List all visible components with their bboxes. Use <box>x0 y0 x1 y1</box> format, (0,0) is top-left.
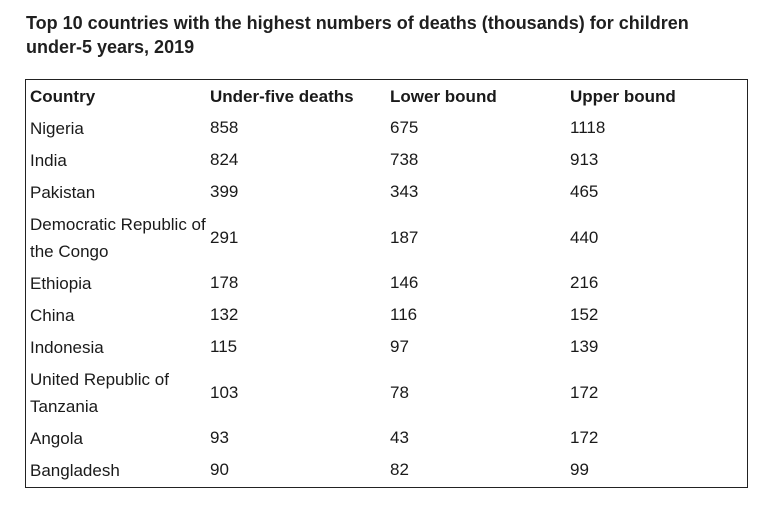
cell-lower: 97 <box>390 337 409 356</box>
cell-deaths: 115 <box>210 337 238 356</box>
table-row: Ethiopia 178 146 216 <box>26 267 747 299</box>
cell-country: Nigeria <box>30 118 84 138</box>
table-row: Democratic Republic of the Congo 291 187… <box>26 208 747 267</box>
table-row: China 132 116 152 <box>26 299 747 331</box>
cell-deaths: 399 <box>210 182 239 201</box>
cell-upper: 172 <box>570 382 599 402</box>
header-upper-bound: Upper bound <box>570 87 676 106</box>
cell-country: Pakistan <box>30 182 96 202</box>
cell-country: Democratic Republic of the Congo <box>30 214 206 261</box>
cell-deaths: 858 <box>210 118 239 137</box>
header-country: Country <box>30 87 96 106</box>
page-title: Top 10 countries with the highest number… <box>26 13 689 57</box>
table-row: Bangladesh 90 82 99 <box>26 454 747 486</box>
cell-upper: 913 <box>570 150 599 169</box>
cell-deaths: 824 <box>210 150 239 169</box>
cell-upper: 465 <box>570 182 599 201</box>
header-under-five-deaths: Under-five deaths <box>210 87 354 106</box>
cell-deaths: 178 <box>210 273 239 292</box>
cell-country: India <box>30 150 67 170</box>
cell-upper: 172 <box>570 428 599 447</box>
cell-lower: 187 <box>390 227 419 247</box>
cell-country: United Republic of Tanzania <box>30 369 169 416</box>
data-table-frame: Country Under-five deaths Lower bound Up… <box>25 79 748 488</box>
cell-lower: 78 <box>390 382 409 402</box>
cell-country: China <box>30 305 75 325</box>
table-row: United Republic of Tanzania 103 78 172 <box>26 363 747 422</box>
table-row: India 824 738 913 <box>26 144 747 176</box>
cell-upper: 216 <box>570 273 599 292</box>
cell-lower: 675 <box>390 118 419 137</box>
cell-country: Indonesia <box>30 337 104 357</box>
cell-country: Angola <box>30 428 83 448</box>
table-row: Angola 93 43 172 <box>26 422 747 454</box>
cell-deaths: 291 <box>210 227 239 247</box>
cell-deaths: 90 <box>210 460 229 479</box>
cell-lower: 43 <box>390 428 409 447</box>
cell-country: Ethiopia <box>30 273 92 293</box>
deaths-table: Country Under-five deaths Lower bound Up… <box>26 80 747 486</box>
header-lower-bound: Lower bound <box>390 87 497 106</box>
cell-deaths: 103 <box>210 382 239 402</box>
table-row: Nigeria 858 675 1118 <box>26 112 747 144</box>
cell-deaths: 132 <box>210 305 239 324</box>
cell-lower: 343 <box>390 182 419 201</box>
cell-upper: 99 <box>570 460 589 479</box>
table-row: Indonesia 115 97 139 <box>26 331 747 363</box>
cell-lower: 82 <box>390 460 409 479</box>
cell-upper: 152 <box>570 305 599 324</box>
cell-upper: 440 <box>570 227 599 247</box>
cell-country: Bangladesh <box>30 460 120 480</box>
cell-deaths: 93 <box>210 428 229 447</box>
cell-upper: 1118 <box>570 118 606 137</box>
table-header-row: Country Under-five deaths Lower bound Up… <box>26 80 747 112</box>
cell-lower: 146 <box>390 273 419 292</box>
cell-lower: 738 <box>390 150 419 169</box>
table-row: Pakistan 399 343 465 <box>26 176 747 208</box>
cell-upper: 139 <box>570 337 599 356</box>
cell-lower: 116 <box>390 305 418 324</box>
